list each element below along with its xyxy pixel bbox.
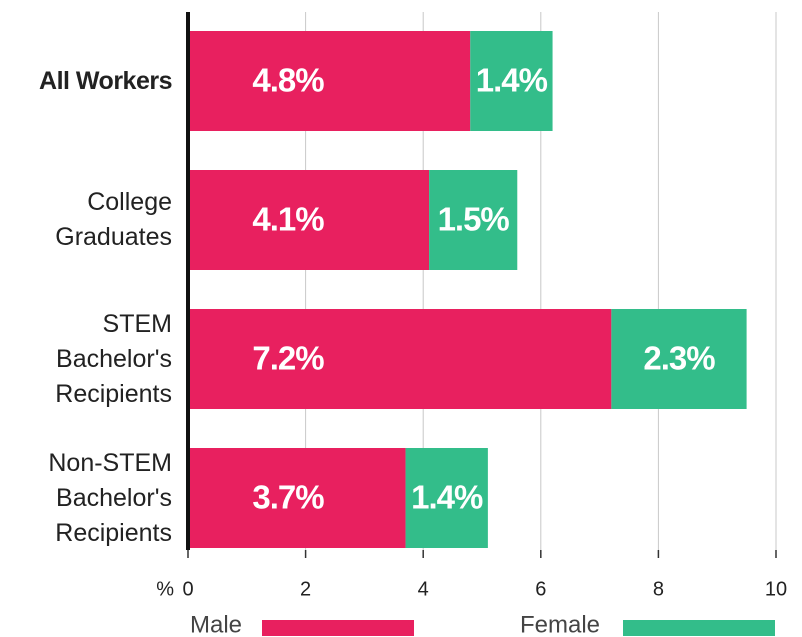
category-label: All Workers <box>10 31 172 131</box>
category-text: All Workers <box>39 66 172 95</box>
bar-segment <box>188 170 430 270</box>
bar-segment <box>429 170 518 270</box>
value-label: 3.7% <box>252 479 324 516</box>
category-text: College Graduates <box>55 188 172 251</box>
value-label: 1.4% <box>411 479 483 516</box>
category-label: College Graduates <box>10 170 172 270</box>
x-axis-label: % <box>156 578 174 600</box>
category-text: STEM Bachelor's Recipients <box>55 309 172 408</box>
bar-segment <box>188 448 406 548</box>
value-label: 2.3% <box>643 340 715 377</box>
category-label: Non-STEM Bachelor's Recipients <box>10 448 172 548</box>
legend-label: Female <box>520 611 600 637</box>
x-tick-label: 8 <box>653 578 664 600</box>
value-label: 4.1% <box>252 201 324 238</box>
value-label: 1.5% <box>438 201 510 238</box>
bar-segment <box>188 309 612 409</box>
x-tick-label: 4 <box>418 578 429 600</box>
category-label: STEM Bachelor's Recipients <box>10 309 172 409</box>
x-tick-label: 10 <box>765 578 787 600</box>
x-tick-label: 6 <box>535 578 546 600</box>
legend-swatch <box>262 620 414 636</box>
category-text: Non-STEM Bachelor's Recipients <box>48 448 172 547</box>
x-tick-label: 2 <box>300 578 311 600</box>
legend-label: Male <box>190 611 242 637</box>
bar-segment <box>470 31 553 131</box>
bar-segment <box>611 309 747 409</box>
x-tick-label: 0 <box>182 578 193 600</box>
bar-segment <box>405 448 488 548</box>
legend-swatch <box>623 620 775 636</box>
value-label: 1.4% <box>476 62 548 99</box>
value-label: 7.2% <box>252 340 324 377</box>
bar-segment <box>188 31 471 131</box>
value-label: 4.8% <box>252 62 324 99</box>
